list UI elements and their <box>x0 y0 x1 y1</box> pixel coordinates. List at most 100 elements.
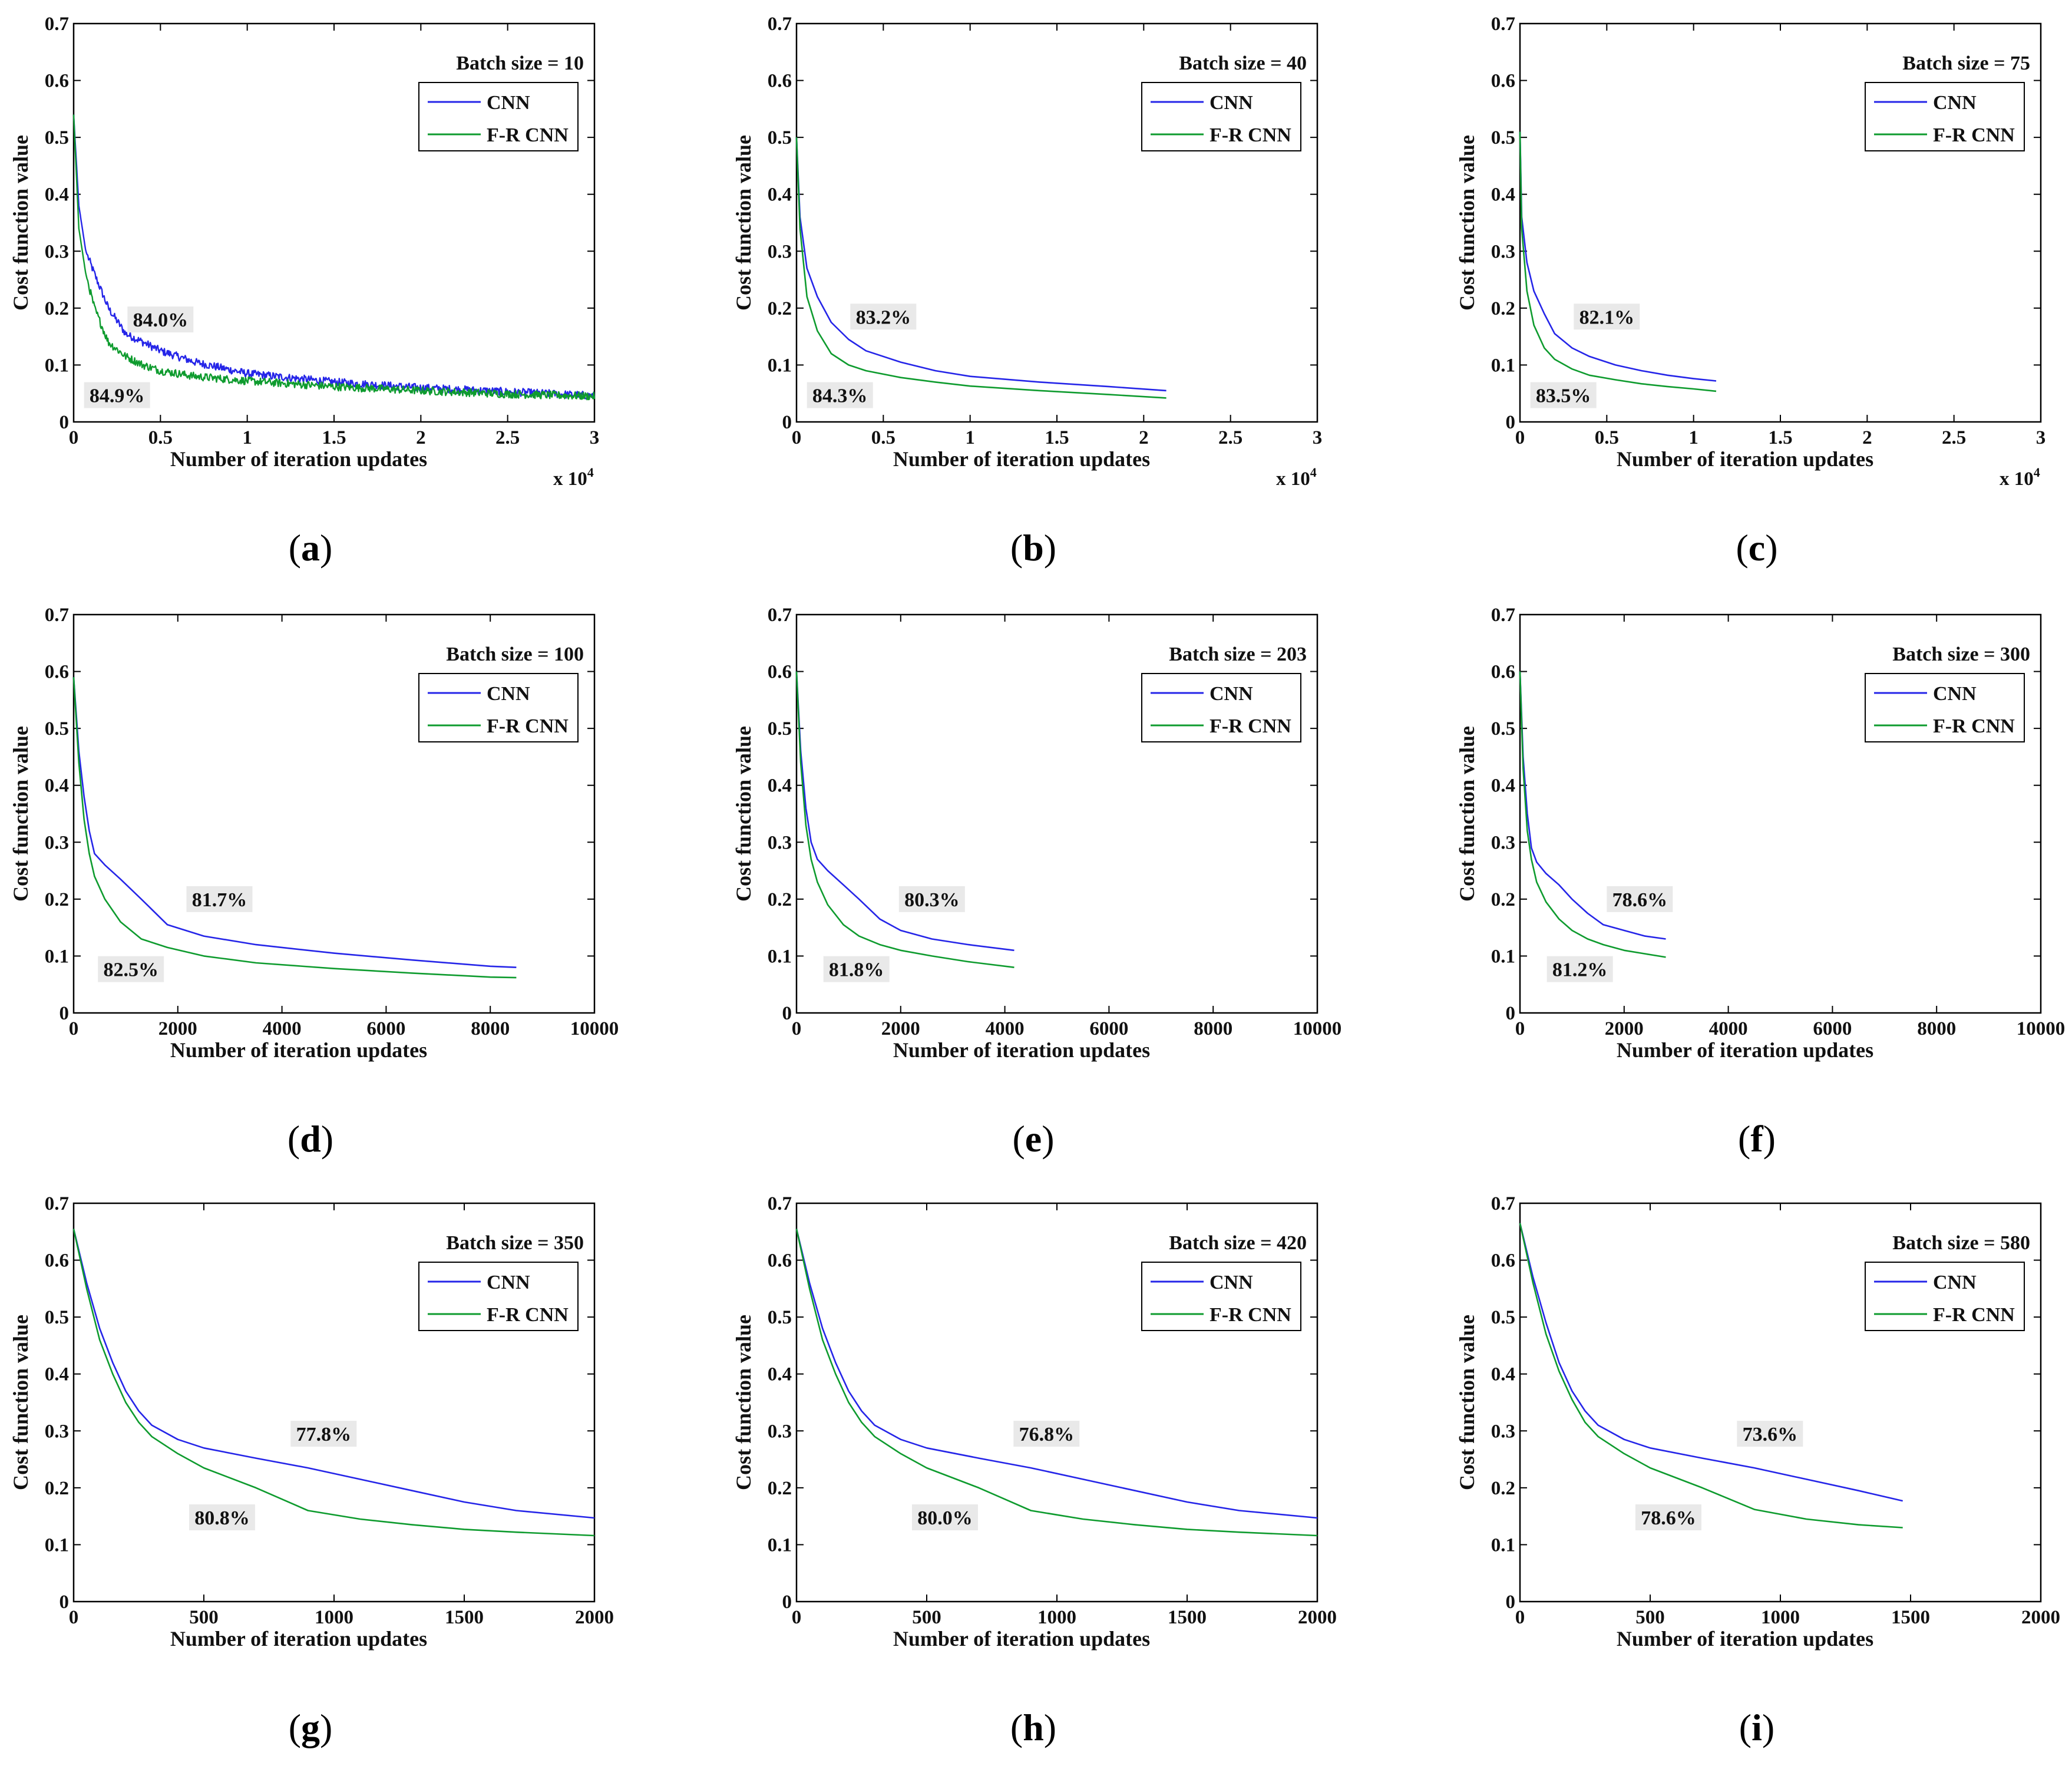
x-tick-label: 3 <box>590 427 600 448</box>
x-tick-label: 10000 <box>1293 1018 1342 1039</box>
y-axis-label: Cost function value <box>1455 135 1479 311</box>
x-tick-label: 4000 <box>1709 1018 1748 1039</box>
y-tick-label: 0.2 <box>1491 889 1515 910</box>
x-tick-label: 500 <box>189 1607 219 1628</box>
chart-title: Batch size = 10 <box>456 52 584 74</box>
legend-box <box>1865 82 2025 151</box>
x-tick-label: 2000 <box>1605 1018 1644 1039</box>
y-tick-label: 0.7 <box>768 1193 792 1214</box>
y-tick-label: 0.1 <box>768 1534 792 1556</box>
subfigure-label: (i) <box>1739 1706 1774 1748</box>
subfigure-paren: ( <box>1736 527 1748 569</box>
x-axis-label: Number of iteration updates <box>1617 1627 1873 1651</box>
subfigure-paren: ( <box>1738 1118 1750 1160</box>
series-line-cnn <box>795 137 1166 392</box>
subfigure-letter: f <box>1750 1118 1763 1160</box>
annotation-bg <box>84 382 150 408</box>
y-tick-label: 0.7 <box>1491 14 1515 35</box>
accuracy-annotation: 80.0% <box>917 1507 973 1529</box>
subfigure-label: (a) <box>289 527 333 569</box>
y-tick-label: 0.6 <box>1491 662 1515 683</box>
legend-box <box>1141 1262 1301 1331</box>
annotation-bg <box>807 382 873 408</box>
subfigure-paren: ( <box>1010 1706 1023 1748</box>
subfigure-paren: ( <box>289 1706 301 1748</box>
legend-box <box>1865 673 2025 742</box>
x-tick-label: 1000 <box>315 1607 353 1628</box>
y-tick-label: 0.1 <box>45 355 69 376</box>
x-tick-label: 1.5 <box>322 427 346 448</box>
y-tick-label: 0.3 <box>768 1421 792 1442</box>
annotation-bg <box>1530 382 1597 408</box>
annotation-bg <box>1737 1421 1803 1447</box>
legend-box <box>418 673 579 742</box>
x-tick-label: 0 <box>69 1607 79 1628</box>
x-tick-label: 4000 <box>263 1018 302 1039</box>
x-tick-label: 0 <box>792 427 802 448</box>
x-tick-label: 1500 <box>445 1607 484 1628</box>
series-line-cnn <box>1519 1223 1903 1502</box>
x-axis-label: Number of iteration updates <box>893 1038 1150 1062</box>
legend-label: F-R CNN <box>1933 124 2015 146</box>
subfigure-letter: d <box>300 1118 321 1160</box>
legend-label: F-R CNN <box>1210 715 1291 737</box>
chart-panel-b: 0 0.1 0.2 0.3 0.4 0.5 0.6 0.7 0 0.5 1 1.5 2 2.5 3 Numbe… <box>732 14 1322 569</box>
y-axis-label: Cost function value <box>1455 1315 1479 1490</box>
x-tick-label: 3 <box>2036 427 2046 448</box>
accuracy-annotation: 81.2% <box>1552 959 1608 981</box>
y-tick-label: 0.2 <box>45 889 69 910</box>
y-tick-label: 0 <box>782 1592 792 1613</box>
subfigure-label: (c) <box>1736 527 1777 569</box>
x-tick-label: 0 <box>69 427 79 448</box>
legend-label: CNN <box>1210 92 1253 114</box>
x-tick-label: 2000 <box>881 1018 920 1039</box>
chart-title: Batch size = 580 <box>1892 1232 2030 1254</box>
y-tick-label: 0.4 <box>768 1364 792 1385</box>
x-scale-exponent: 4 <box>2034 465 2040 480</box>
x-tick-label: 500 <box>912 1607 941 1628</box>
y-tick-label: 0.4 <box>45 1364 69 1385</box>
legend-box <box>1141 82 1301 151</box>
y-tick-label: 0.4 <box>45 775 69 797</box>
series-line-cnn <box>1519 671 1666 940</box>
annotation-bg <box>1607 886 1673 912</box>
series-line-fr-cnn <box>72 1229 595 1537</box>
accuracy-annotation: 78.6% <box>1641 1507 1696 1529</box>
series-line-cnn <box>72 1229 595 1519</box>
legend-label: F-R CNN <box>1933 1304 2015 1326</box>
subfigure-letter: i <box>1752 1706 1762 1748</box>
subfigure-paren: ) <box>1765 527 1777 569</box>
x-tick-label: 6000 <box>366 1018 405 1039</box>
x-tick-label: 1.5 <box>1045 427 1069 448</box>
x-tick-label: 2000 <box>158 1018 197 1039</box>
y-tick-label: 0.3 <box>768 832 792 853</box>
y-tick-label: 0 <box>60 412 70 433</box>
subfigure-label: (e) <box>1012 1118 1054 1160</box>
legend-label: F-R CNN <box>487 1304 569 1326</box>
x-tick-label: 2 <box>1139 427 1149 448</box>
x-tick-label: 1 <box>1688 427 1698 448</box>
y-tick-label: 0.1 <box>45 1534 69 1556</box>
y-tick-label: 0.7 <box>45 1193 69 1214</box>
series-line-cnn <box>1519 131 1717 382</box>
y-tick-label: 0.3 <box>45 832 69 853</box>
legend-label: F-R CNN <box>1933 715 2015 737</box>
x-axis-label: Number of iteration updates <box>1617 1038 1873 1062</box>
accuracy-annotation: 76.8% <box>1019 1424 1075 1445</box>
x-tick-label: 0 <box>792 1607 802 1628</box>
x-tick-label: 0.5 <box>148 427 173 448</box>
y-tick-label: 0.1 <box>45 946 69 967</box>
annotation-bg <box>898 886 965 912</box>
x-tick-label: 0 <box>69 1018 79 1039</box>
x-tick-label: 2000 <box>575 1607 614 1628</box>
subfigure-label: (f) <box>1738 1118 1776 1160</box>
chart-panel-c: 0 0.1 0.2 0.3 0.4 0.5 0.6 0.7 0 0.5 1 1.5 2 2.5 3 Numbe… <box>1455 14 2045 569</box>
y-tick-label: 0.4 <box>768 184 792 206</box>
chart-panel-a: 0 0.1 0.2 0.3 0.4 0.5 0.6 0.7 0 0.5 1 1.5 2 2.5 3 Numbe… <box>9 14 599 569</box>
x-tick-label: 1000 <box>1761 1607 1800 1628</box>
annotation-bg <box>189 1504 255 1531</box>
legend-box <box>1865 1262 2025 1331</box>
x-scale-label: x 104 <box>1276 465 1317 490</box>
subfigure-paren: ( <box>1739 1706 1752 1748</box>
series-line-fr-cnn <box>1519 131 1717 392</box>
